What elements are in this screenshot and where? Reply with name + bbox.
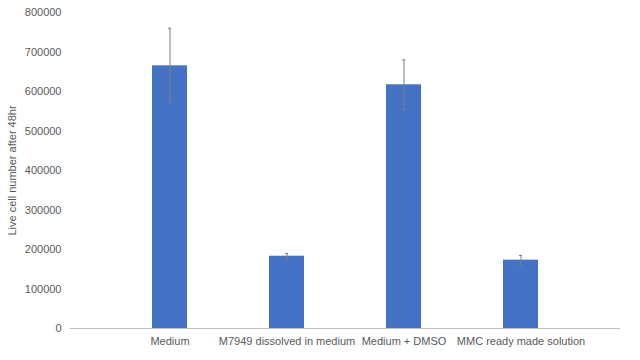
svg-text:100000: 100000: [25, 283, 62, 295]
svg-text:700000: 700000: [25, 46, 62, 58]
svg-text:500000: 500000: [25, 125, 62, 137]
svg-text:600000: 600000: [25, 85, 62, 97]
svg-text:Medium + DMSO: Medium + DMSO: [362, 335, 447, 347]
svg-text:0: 0: [55, 322, 61, 334]
svg-text:MMC ready made solution: MMC ready made solution: [457, 335, 585, 347]
svg-text:Live cell number after 48hr: Live cell number after 48hr: [6, 105, 18, 236]
svg-text:Medium: Medium: [150, 335, 189, 347]
svg-text:200000: 200000: [25, 243, 62, 255]
svg-text:400000: 400000: [25, 164, 62, 176]
svg-text:M7949 dissolved in medium: M7949 dissolved in medium: [219, 335, 355, 347]
svg-text:300000: 300000: [25, 204, 62, 216]
svg-text:800000: 800000: [25, 6, 62, 18]
